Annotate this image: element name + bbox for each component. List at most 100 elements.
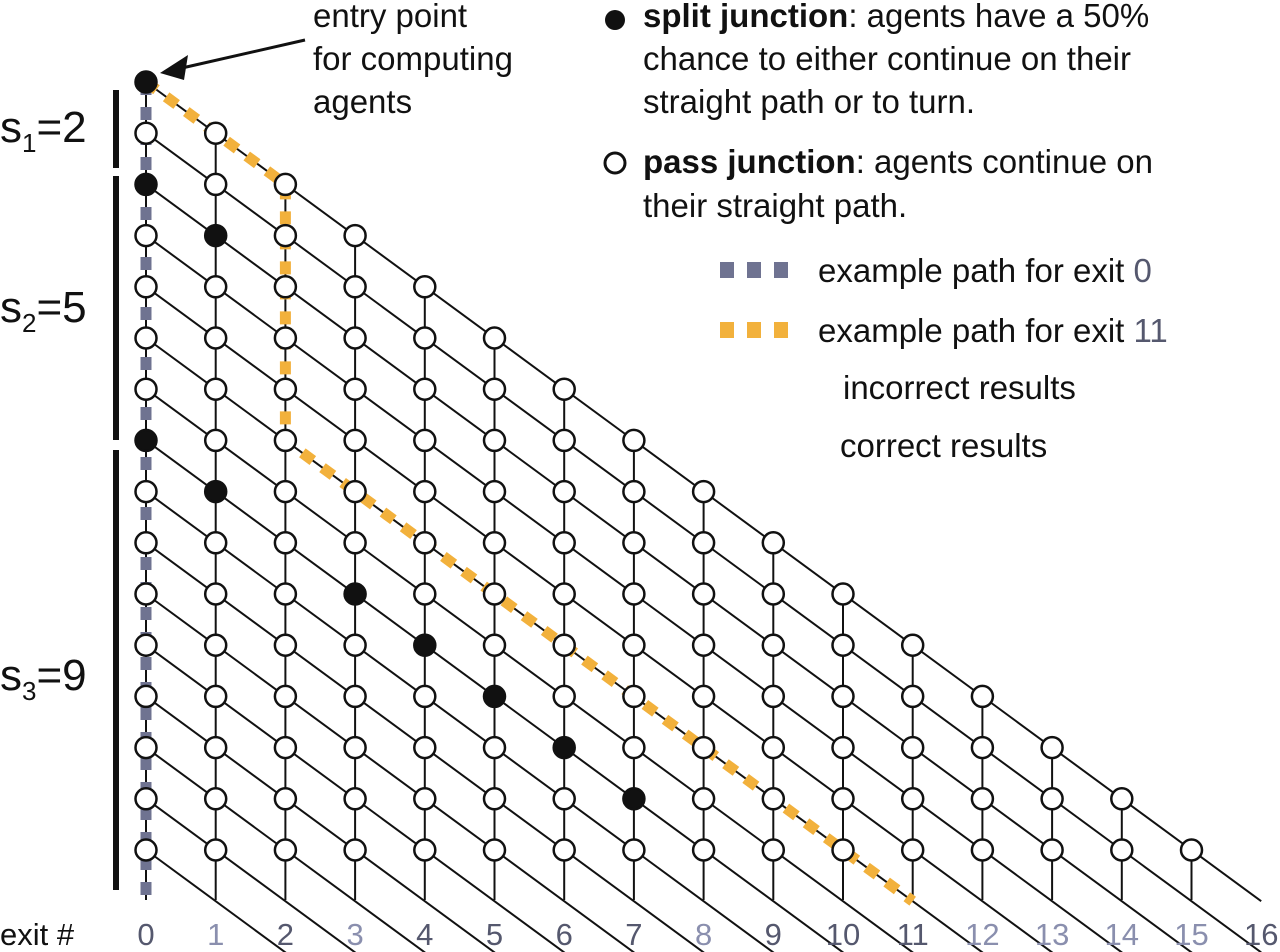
pass-junction — [203, 275, 228, 299]
pass-junction — [343, 633, 367, 657]
stage-2-label: s2=5 — [0, 283, 87, 338]
stage-3-label: s3=9 — [0, 651, 87, 706]
pass-junction — [413, 326, 437, 350]
exit-label-6: 6 — [556, 917, 573, 952]
pass-junction — [691, 582, 716, 606]
exit-label-13: 13 — [1035, 917, 1069, 952]
pass-junction — [343, 684, 367, 709]
pass-junction — [900, 787, 925, 811]
legend-correct-results: correct results — [840, 427, 1047, 464]
diagonal-line-14 — [145, 797, 357, 952]
legend: split junction: agents have a 50% chance… — [603, 0, 1168, 464]
split-junction — [622, 787, 646, 811]
pass-junction — [761, 633, 786, 657]
entry-arrow-head-icon — [160, 55, 188, 80]
pass-junction — [482, 479, 507, 504]
pass-junction — [622, 531, 646, 555]
pass-junction — [761, 735, 786, 760]
pass-junction — [552, 531, 576, 555]
pass-junction — [134, 377, 158, 401]
pass-junction — [273, 838, 298, 862]
pass-junction — [343, 735, 367, 760]
pass-junction — [203, 377, 228, 401]
pass-junction — [482, 787, 507, 811]
pass-junction — [1110, 787, 1134, 811]
pass-junction — [273, 479, 298, 504]
exit-label-16: 16 — [1244, 917, 1278, 952]
legend-pass-line-1: pass junction: agents continue on — [643, 143, 1153, 180]
pass-junction — [134, 275, 158, 299]
pass-junction — [203, 787, 228, 811]
diagonal-line-9 — [145, 541, 705, 952]
pass-junction — [761, 838, 786, 862]
pass-junction — [831, 633, 855, 657]
pass-junction — [691, 684, 716, 709]
pass-junction — [1179, 838, 1204, 862]
diagonal-line-13 — [145, 746, 426, 952]
split-junction — [482, 684, 507, 709]
pass-junction — [134, 531, 158, 555]
exit-label-11: 11 — [897, 917, 929, 952]
entry-annotation: entry point for computing agents — [160, 0, 513, 120]
pass-junction — [413, 787, 437, 811]
pass-junction — [413, 735, 437, 760]
pass-junction — [273, 735, 298, 760]
legend-split-line-2: chance to either continue on their — [643, 40, 1131, 77]
pass-junction — [552, 684, 576, 709]
pass-junction — [552, 582, 576, 606]
pass-junction — [273, 531, 298, 555]
lattice-junctions — [134, 70, 1204, 862]
pass-junction — [552, 838, 576, 862]
pass-junction — [482, 531, 507, 555]
pass-junction — [134, 633, 158, 657]
diagonal-line-11 — [145, 644, 566, 952]
pass-junction — [482, 838, 507, 862]
pass-junction — [413, 531, 437, 555]
entry-annotation-line-1: entry point — [313, 0, 467, 34]
diagonal-line-10 — [145, 593, 636, 952]
pass-junction — [900, 838, 925, 862]
legend-split-line-1: split junction: agents have a 50% — [643, 0, 1149, 34]
pass-junction — [691, 479, 716, 504]
exit-label-4: 4 — [416, 917, 433, 952]
pass-junction — [343, 326, 367, 350]
pass-junction — [134, 838, 158, 862]
split-junction — [343, 582, 367, 606]
pass-junction — [273, 684, 298, 709]
pass-junction — [622, 582, 646, 606]
pass-junction — [273, 377, 298, 401]
pass-junction — [552, 377, 576, 401]
pass-junction — [1110, 838, 1134, 862]
exit-prefix-label: exit # — [0, 917, 75, 952]
exit-label-9: 9 — [765, 917, 782, 952]
pass-junction — [273, 428, 298, 453]
pass-junction — [273, 223, 298, 248]
pass-junction — [273, 172, 298, 197]
pass-junction — [1040, 787, 1064, 811]
pass-junction — [413, 275, 437, 299]
pass-junction — [831, 582, 855, 606]
pass-junction — [552, 479, 576, 504]
split-junction — [552, 735, 576, 760]
entry-annotation-line-2: for computing — [313, 40, 513, 77]
pass-junction — [622, 735, 646, 760]
legend-path-exit0: example path for exit 0 — [818, 252, 1152, 289]
entry-point-junction — [134, 70, 158, 94]
pass-junction — [273, 326, 298, 350]
pass-junction — [203, 531, 228, 555]
pass-junction — [343, 838, 367, 862]
exit-label-3: 3 — [346, 917, 363, 952]
pass-junction-legend-icon — [603, 151, 627, 175]
exit-label-12: 12 — [965, 917, 999, 952]
split-junction — [203, 479, 228, 504]
pass-junction — [134, 479, 158, 504]
pass-junction — [413, 838, 437, 862]
pass-junction — [761, 531, 786, 555]
pass-junction — [134, 326, 158, 350]
legend-path-exit11: example path for exit 11 — [818, 312, 1168, 349]
diagonal-line-8 — [145, 490, 775, 952]
pass-junction — [691, 838, 716, 862]
pass-junction — [203, 838, 228, 862]
pass-junction — [831, 838, 855, 862]
split-junction-legend-icon — [605, 10, 625, 30]
